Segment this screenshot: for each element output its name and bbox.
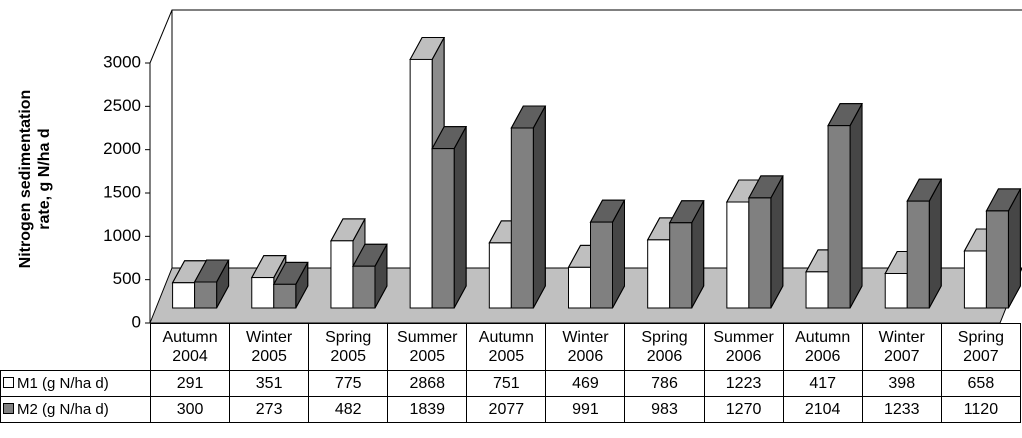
- bar: [330, 240, 354, 309]
- value-cell: 991: [545, 396, 626, 423]
- bar-side-shade: [770, 175, 784, 309]
- y-tick-label: 1000: [103, 226, 141, 245]
- value-cell: 291: [149, 370, 231, 397]
- value-cell: 1839: [387, 396, 468, 423]
- value-cell: 751: [466, 370, 547, 397]
- legend-cell: M1 (g N/ha d): [0, 370, 151, 397]
- value-cell: 1223: [703, 370, 784, 397]
- value-cell: 300: [149, 396, 231, 423]
- y-tick-label: 1500: [103, 182, 141, 201]
- value-cell: 2077: [466, 396, 547, 423]
- value-cell: 469: [545, 370, 626, 397]
- bar: [590, 221, 613, 309]
- value-cell: 658: [940, 370, 1022, 397]
- bar: [568, 266, 591, 309]
- bar: [194, 281, 218, 309]
- bar: [985, 210, 1009, 309]
- header-row: Autumn 2004 Winter 2005 Spring 2005 Summer …: [0, 323, 1022, 371]
- category-label: Winter 2007: [861, 323, 942, 371]
- category-label: Spring 2007: [940, 323, 1022, 371]
- bar: [884, 273, 908, 309]
- legend-swatch: [3, 377, 14, 388]
- bar: [409, 58, 433, 309]
- category-label: Autumn 2004: [149, 323, 231, 371]
- back-wall: [149, 9, 1022, 64]
- value-cell: 983: [624, 396, 705, 423]
- bar: [172, 282, 196, 309]
- bar: [906, 200, 930, 309]
- category-label: Autumn 2005: [466, 323, 547, 371]
- bar: [352, 265, 376, 309]
- y-tick-label: 0: [132, 312, 141, 331]
- bar: [431, 148, 455, 309]
- value-cell: 1120: [940, 396, 1022, 423]
- value-cell: 2868: [387, 370, 468, 397]
- value-cell: 1233: [861, 396, 942, 423]
- bar: [827, 125, 851, 309]
- bar: [726, 201, 750, 309]
- bar-side-shade: [849, 103, 863, 309]
- category-label: Summer 2005: [387, 323, 468, 371]
- category-label: Winter 2005: [229, 323, 310, 371]
- series-row: M2 (g N/ha d) 300 273 482 1839 2077 991 983 1270…: [0, 396, 1022, 423]
- legend-swatch: [3, 403, 14, 414]
- category-label: Summer 2006: [703, 323, 784, 371]
- legend-label: M1 (g N/ha d): [17, 375, 109, 392]
- value-cell: 775: [308, 370, 389, 397]
- legend-cell: M2 (g N/ha d): [0, 396, 151, 423]
- bar: [748, 197, 772, 309]
- bar-side-shade: [453, 126, 467, 309]
- value-cell: 417: [782, 370, 863, 397]
- data-table: Autumn 2004 Winter 2005 Spring 2005 Summer …: [0, 323, 1022, 423]
- bar-side-shade: [532, 105, 546, 309]
- bar: [669, 222, 693, 309]
- y-tick-label: 3000: [103, 52, 141, 71]
- value-cell: 786: [624, 370, 705, 397]
- bar: [488, 242, 512, 309]
- category-label: Spring 2005: [308, 323, 389, 371]
- value-cell: 351: [229, 370, 310, 397]
- bar: [510, 127, 534, 309]
- blank: [0, 323, 151, 371]
- y-tick-label: 2000: [103, 139, 141, 158]
- bar: [273, 283, 297, 309]
- value-cell: 273: [229, 396, 310, 423]
- y-tick-label: 2500: [103, 96, 141, 115]
- value-cell: 482: [308, 396, 389, 423]
- category-label: Autumn 2006: [782, 323, 863, 371]
- value-cell: 1270: [703, 396, 784, 423]
- bar: [963, 250, 987, 309]
- value-cell: 398: [861, 370, 942, 397]
- series-row: M1 (g N/ha d) 291 351 775 2868 751 469 786 1223 4…: [0, 370, 1022, 397]
- bar: [647, 239, 671, 309]
- y-axis-label: Nitrogen sedimentation rate, g N/ha d: [17, 89, 53, 269]
- bar: [251, 277, 275, 309]
- category-label: Spring 2006: [624, 323, 705, 371]
- value-cell: 2104: [782, 396, 863, 423]
- legend-label: M2 (g N/ha d): [17, 401, 109, 418]
- y-tick-label: 500: [113, 269, 141, 288]
- category-label: Winter 2006: [545, 323, 626, 371]
- bar: [805, 271, 829, 309]
